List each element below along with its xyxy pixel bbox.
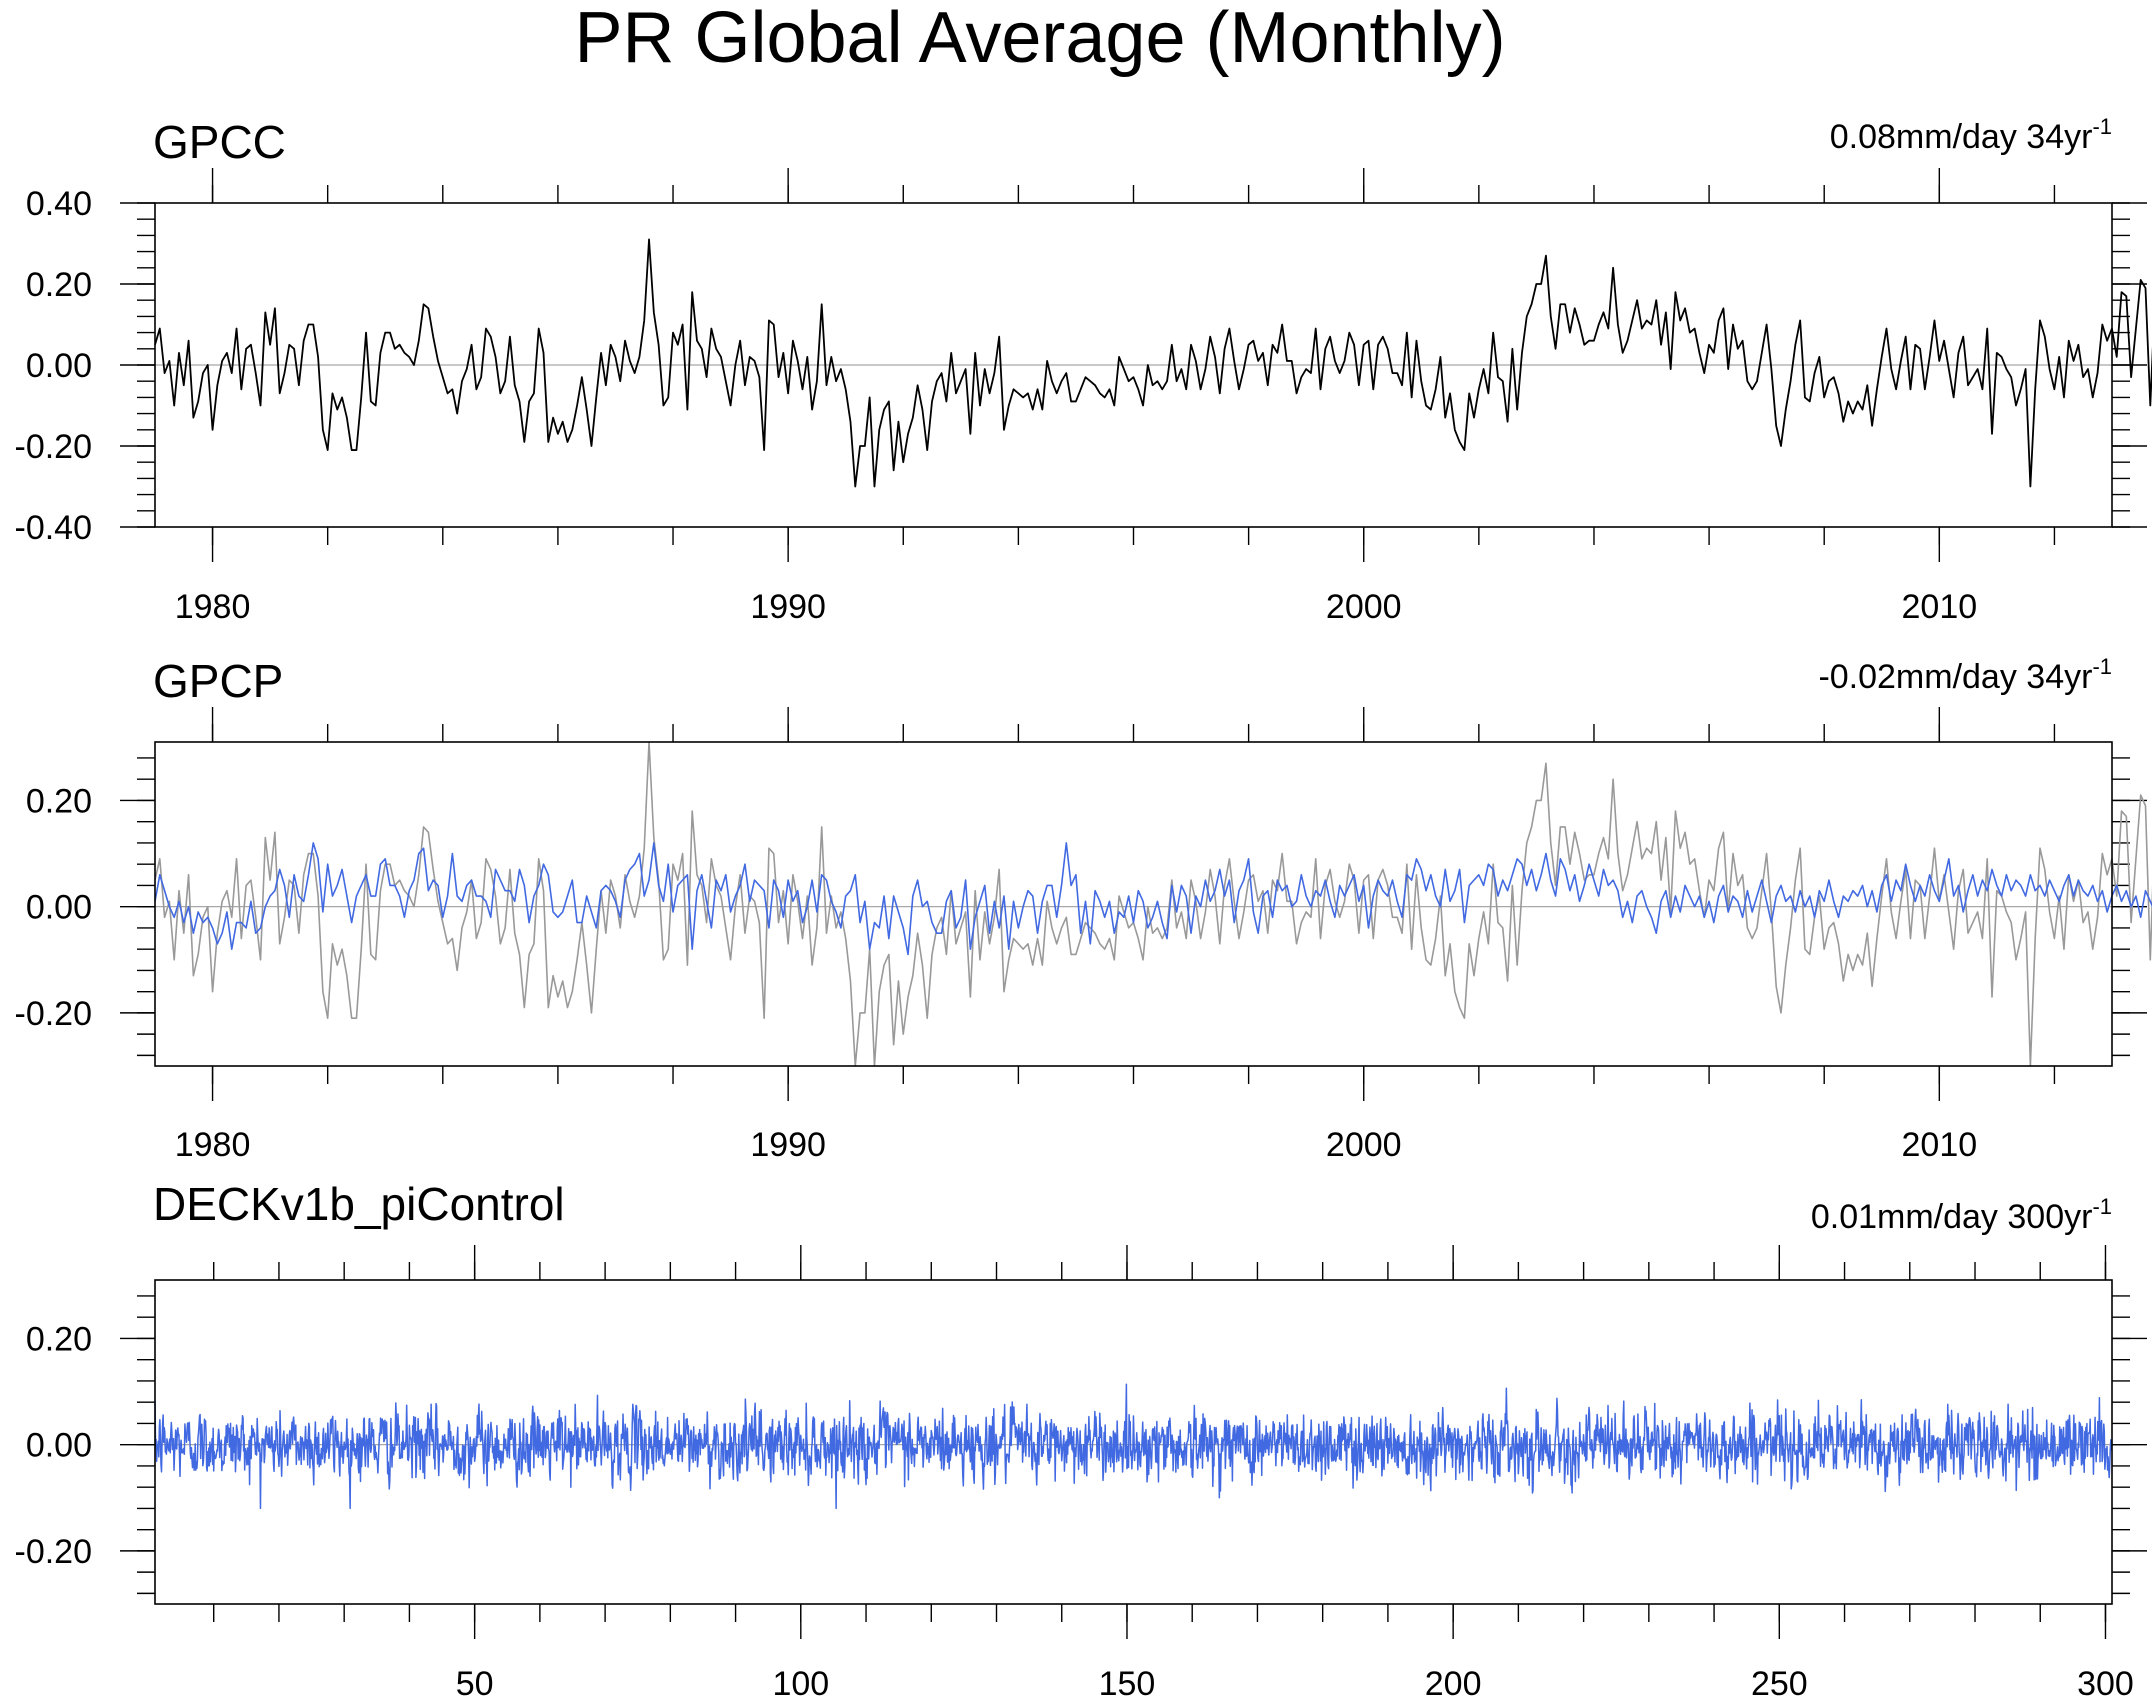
panel-gpcc: GPCC 0.08mm/day 34yr-1 -0.40 -0.20 0.00 0.2… [15, 114, 2152, 626]
x-tick-label: 250 [1751, 1665, 1808, 1703]
series-GPCC [154, 238, 2152, 488]
x-tick-label: 2010 [1902, 1126, 1978, 1164]
trend-label-picontrol: 0.01mm/day 300yr-1 [1811, 1194, 2112, 1236]
axis-ticks-gpcc: -0.40 -0.20 0.00 0.20 0.40 1980 1990 2000 2010 [15, 168, 2147, 626]
x-tick-label: 150 [1099, 1665, 1156, 1703]
plot-frame-gpcc [154, 202, 2113, 528]
x-tick-label: 2000 [1326, 1126, 1402, 1164]
y-tick-label: -0.20 [15, 428, 93, 466]
y-tick-label: -0.20 [15, 995, 93, 1033]
x-tick-label: 1980 [175, 588, 251, 626]
series-layer-picontrol [154, 1383, 2113, 1510]
x-tick-label: 1980 [175, 1126, 251, 1164]
y-tick-label: -0.20 [15, 1533, 93, 1571]
plot-frame-picontrol [154, 1279, 2113, 1605]
x-tick-label: 1990 [750, 588, 826, 626]
y-tick-label: 0.00 [26, 347, 92, 385]
x-tick-label: 2010 [1902, 588, 1978, 626]
y-tick-label: 0.00 [26, 1427, 92, 1465]
y-tick-label: -0.40 [15, 509, 93, 547]
panel-piControl: DECKv1b_piControl 0.01mm/day 300yr-1 -0.… [15, 1178, 2147, 1703]
panel-title-gpcc: GPCC [153, 116, 286, 168]
panel-title-picontrol: DECKv1b_piControl [153, 1178, 565, 1230]
y-tick-label: 0.20 [26, 266, 92, 304]
y-tick-label: 0.20 [26, 1320, 92, 1358]
y-tick-label: 0.20 [26, 782, 92, 820]
series-layer-gpcp [154, 741, 2152, 1067]
series-DECKv1b_piControl [154, 1383, 2113, 1510]
axis-ticks-gpcp: -0.20 0.00 0.20 1980 1990 2000 2010 [15, 707, 2147, 1164]
plot-frame-gpcp [154, 741, 2113, 1067]
series-GPCP [154, 842, 2152, 956]
x-tick-label: 50 [456, 1665, 494, 1703]
panel-gpcp: GPCP -0.02mm/day 34yr-1 -0.20 0.00 0.20 198… [15, 654, 2152, 1164]
y-tick-label: 0.40 [26, 185, 92, 223]
x-tick-label: 200 [1425, 1665, 1482, 1703]
series-GPCC [154, 741, 2152, 1067]
x-tick-label: 300 [2077, 1665, 2134, 1703]
x-tick-label: 100 [772, 1665, 829, 1703]
trend-label-gpcp: -0.02mm/day 34yr-1 [1818, 654, 2112, 696]
panel-title-gpcp: GPCP [153, 655, 283, 707]
x-tick-label: 1990 [750, 1126, 826, 1164]
axis-ticks-picontrol: -0.20 0.00 0.20 50 100 150 200 250 300 [15, 1245, 2147, 1703]
figure-title: PR Global Average (Monthly) [574, 0, 1505, 78]
y-tick-label: 0.00 [26, 889, 92, 927]
series-layer-gpcc [154, 238, 2152, 488]
x-tick-label: 2000 [1326, 588, 1402, 626]
trend-label-gpcc: 0.08mm/day 34yr-1 [1830, 114, 2112, 156]
